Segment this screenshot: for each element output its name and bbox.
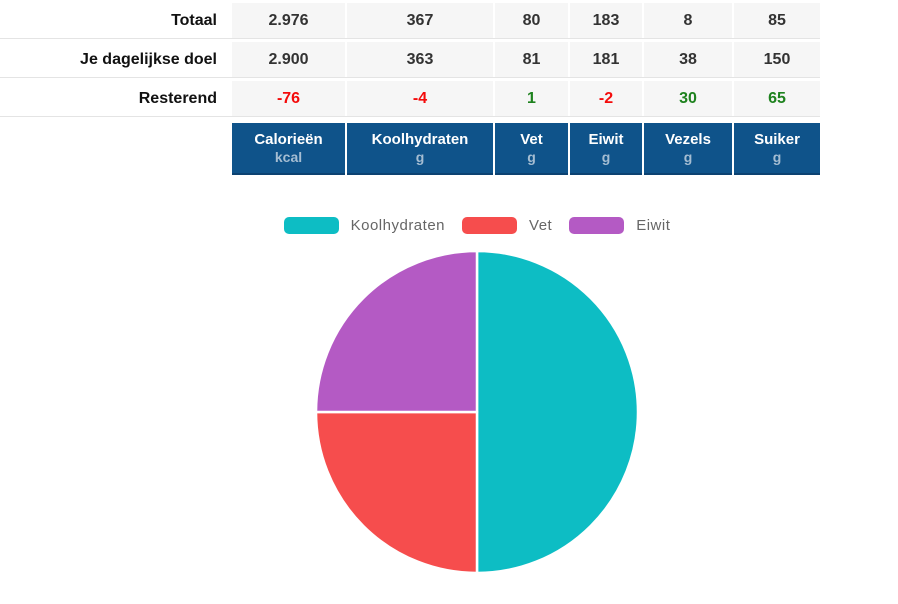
cell-doel-vezels: 38: [644, 42, 732, 77]
table-header-row: Calorieën kcal Koolhydraten g Vet g Eiwi…: [0, 123, 820, 175]
row-label-resterend: Resterend: [0, 81, 230, 116]
column-name: Vet: [520, 131, 543, 148]
pie-legend: Koolhydraten Vet Eiwit: [217, 214, 737, 236]
column-unit: g: [601, 149, 611, 165]
row-label-doel: Je dagelijkse doel: [0, 42, 230, 77]
legend-swatch-eiwit: [569, 216, 625, 234]
macros-pie-chart: [307, 242, 647, 582]
column-unit: kcal: [274, 149, 303, 165]
column-name: Koolhydraten: [371, 131, 469, 148]
cell-doel-calorieen: 2.900: [232, 42, 345, 77]
column-header-vet: Vet g: [495, 123, 568, 175]
cell-resterend-koolhydraten: -4: [347, 81, 493, 116]
macros-table: Totaal 2.976 367 80 183 8 85 Je dagelijk…: [0, 3, 820, 175]
pie-chart-svg: [314, 249, 640, 575]
legend-swatch-koolhydraten: [283, 216, 339, 234]
table-row-totaal: Totaal 2.976 367 80 183 8 85: [0, 3, 820, 39]
cell-doel-suiker: 150: [734, 42, 820, 77]
cell-totaal-eiwit: 183: [570, 3, 642, 38]
cell-totaal-calorieen: 2.976: [232, 3, 345, 38]
column-header-koolhydraten: Koolhydraten g: [347, 123, 493, 175]
cell-resterend-eiwit: -2: [570, 81, 642, 116]
cell-resterend-calorieen: -76: [232, 81, 345, 116]
column-unit: g: [415, 149, 425, 165]
legend-item-vet: Vet: [462, 216, 553, 234]
pie-slice-koolhydraten: [475, 249, 640, 575]
pie-slice-vet: [314, 410, 479, 575]
cell-resterend-vezels: 30: [644, 81, 732, 116]
cell-doel-eiwit: 181: [570, 42, 642, 77]
legend-item-eiwit: Eiwit: [569, 216, 671, 234]
column-name: Vezels: [665, 131, 711, 148]
cell-totaal-koolhydraten: 367: [347, 3, 493, 38]
cell-resterend-vet: 1: [495, 81, 568, 116]
column-header-vezels: Vezels g: [644, 123, 732, 175]
column-name: Eiwit: [588, 131, 624, 148]
cell-totaal-vezels: 8: [644, 3, 732, 38]
cell-doel-koolhydraten: 363: [347, 42, 493, 77]
table-row-doel: Je dagelijkse doel 2.900 363 81 181 38 1…: [0, 42, 820, 78]
column-header-calorieen: Calorieën kcal: [232, 123, 345, 175]
legend-label: Vet: [529, 216, 553, 234]
cell-resterend-suiker: 65: [734, 81, 820, 116]
row-label-totaal: Totaal: [0, 3, 230, 38]
legend-swatch-vet: [462, 216, 518, 234]
column-unit: g: [772, 149, 782, 165]
cell-doel-vet: 81: [495, 42, 568, 77]
pie-slice-eiwit: [314, 249, 479, 414]
cell-totaal-suiker: 85: [734, 3, 820, 38]
column-unit: g: [683, 149, 693, 165]
header-spacer: [0, 123, 230, 175]
column-unit: g: [527, 149, 536, 165]
column-header-suiker: Suiker g: [734, 123, 820, 175]
legend-label: Koolhydraten: [350, 216, 446, 234]
legend-label: Eiwit: [636, 216, 671, 234]
table-row-resterend: Resterend -76 -4 1 -2 30 65: [0, 81, 820, 117]
legend-item-koolhydraten: Koolhydraten: [283, 216, 446, 234]
column-name: Calorieën: [254, 131, 323, 148]
column-header-eiwit: Eiwit g: [570, 123, 642, 175]
cell-totaal-vet: 80: [495, 3, 568, 38]
column-name: Suiker: [754, 131, 800, 148]
